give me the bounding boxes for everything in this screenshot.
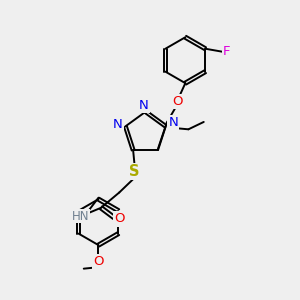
Text: HN: HN <box>72 209 89 223</box>
Text: N: N <box>113 118 123 130</box>
Text: S: S <box>129 164 140 179</box>
Text: F: F <box>223 45 230 58</box>
Text: N: N <box>139 99 149 112</box>
Text: O: O <box>172 95 182 108</box>
Text: O: O <box>114 212 124 226</box>
Text: O: O <box>93 255 104 268</box>
Text: N: N <box>169 116 178 129</box>
